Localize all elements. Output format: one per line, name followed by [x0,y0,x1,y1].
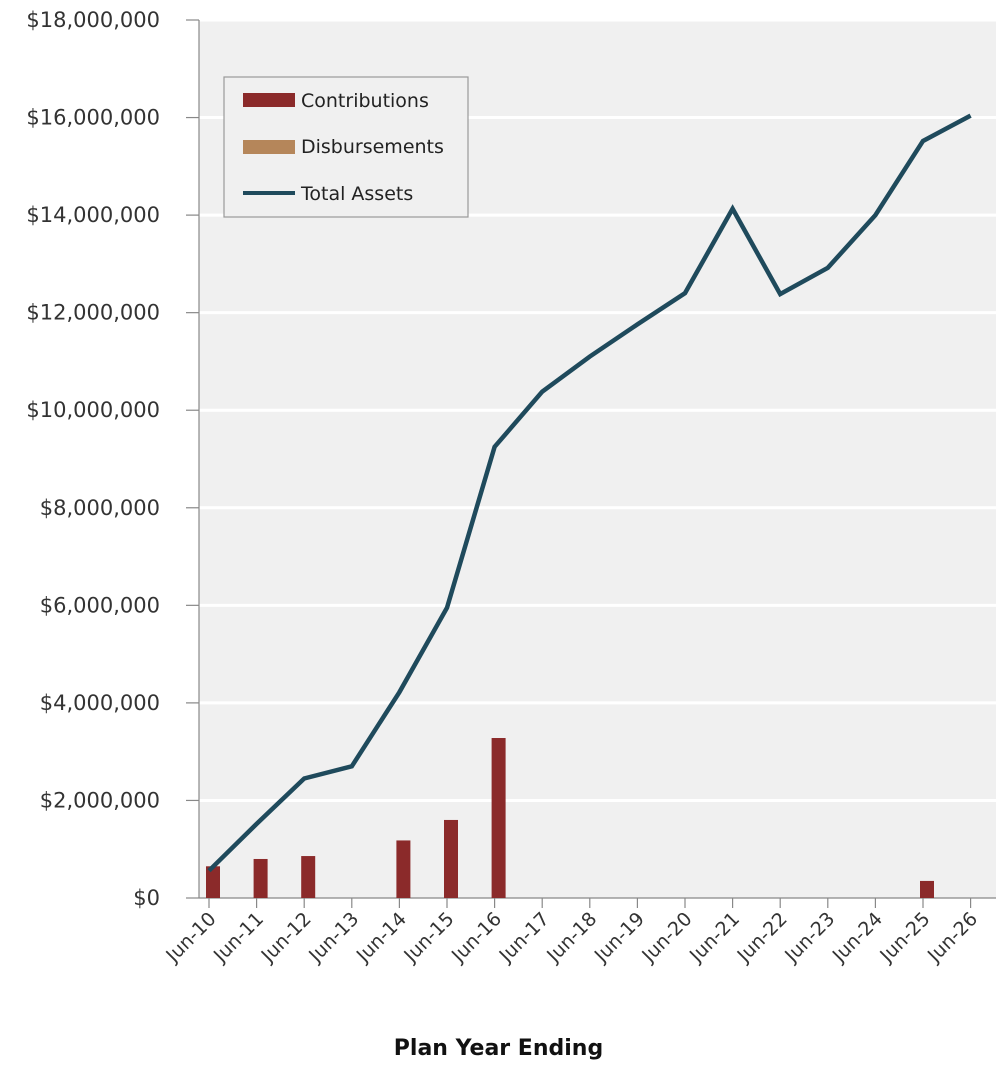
x-tick-label: Jun-24 [828,908,887,967]
x-tick-label: Jun-10 [161,908,220,967]
bars [206,738,934,898]
x-tick-label: Jun-14 [352,908,411,967]
legend-label-total-assets: Total Assets [300,183,413,205]
legend-label-disbursements: Disbursements [301,136,444,158]
bar-contributions [396,840,411,898]
bar-contributions [444,819,458,898]
x-tick-label: Jun-21 [685,908,744,967]
legend-swatch-disbursements [243,140,295,154]
x-axis: Jun-10Jun-11Jun-12Jun-13Jun-14Jun-15Jun-… [161,897,996,967]
x-tick-label: Jun-12 [257,908,316,967]
y-tick-label: $2,000,000 [40,788,160,812]
bar-contributions [920,880,934,898]
x-tick-label: Jun-13 [304,908,363,967]
bar-contributions [491,738,506,898]
y-tick-label: $14,000,000 [26,203,160,227]
x-tick-label: Jun-16 [447,908,506,967]
y-axis: $0 $2,000,000 $4,000,000 $6,000,000 $8,000,0… [26,8,200,910]
legend-swatch-contributions [243,93,295,107]
x-tick-label: Jun-11 [209,908,268,967]
y-tick-label: $10,000,000 [26,398,160,422]
x-axis-title: Plan Year Ending [393,1036,604,1061]
bar-contributions [206,866,220,898]
x-tick-label: Jun-20 [637,908,696,967]
bar-contributions [301,856,316,898]
x-tick-label: Jun-22 [733,908,792,967]
y-tick-label: $12,000,000 [26,301,160,325]
x-tick-label: Jun-19 [590,908,649,967]
lines [207,113,972,873]
y-tick-label: $4,000,000 [40,691,160,715]
bar-contributions [253,858,268,898]
x-tick-label: Jun-15 [399,908,458,967]
x-tick-label: Jun-26 [923,908,982,967]
x-tick-label: Jun-18 [542,908,601,967]
y-tick-label: $16,000,000 [26,106,160,130]
x-tick-label: Jun-17 [495,908,554,967]
y-tick-label: $6,000,000 [40,593,160,617]
legend-label-contributions: Contributions [301,90,429,112]
x-tick-label: Jun-23 [780,908,839,967]
y-tick-label: $8,000,000 [40,496,160,520]
x-tick-label: Jun-25 [875,908,934,967]
y-tick-label: $0 [133,886,160,910]
y-tick-label: $18,000,000 [26,8,160,32]
legend: Contributions Disbursements Total Assets [223,76,469,218]
line-total-assets [207,113,972,873]
